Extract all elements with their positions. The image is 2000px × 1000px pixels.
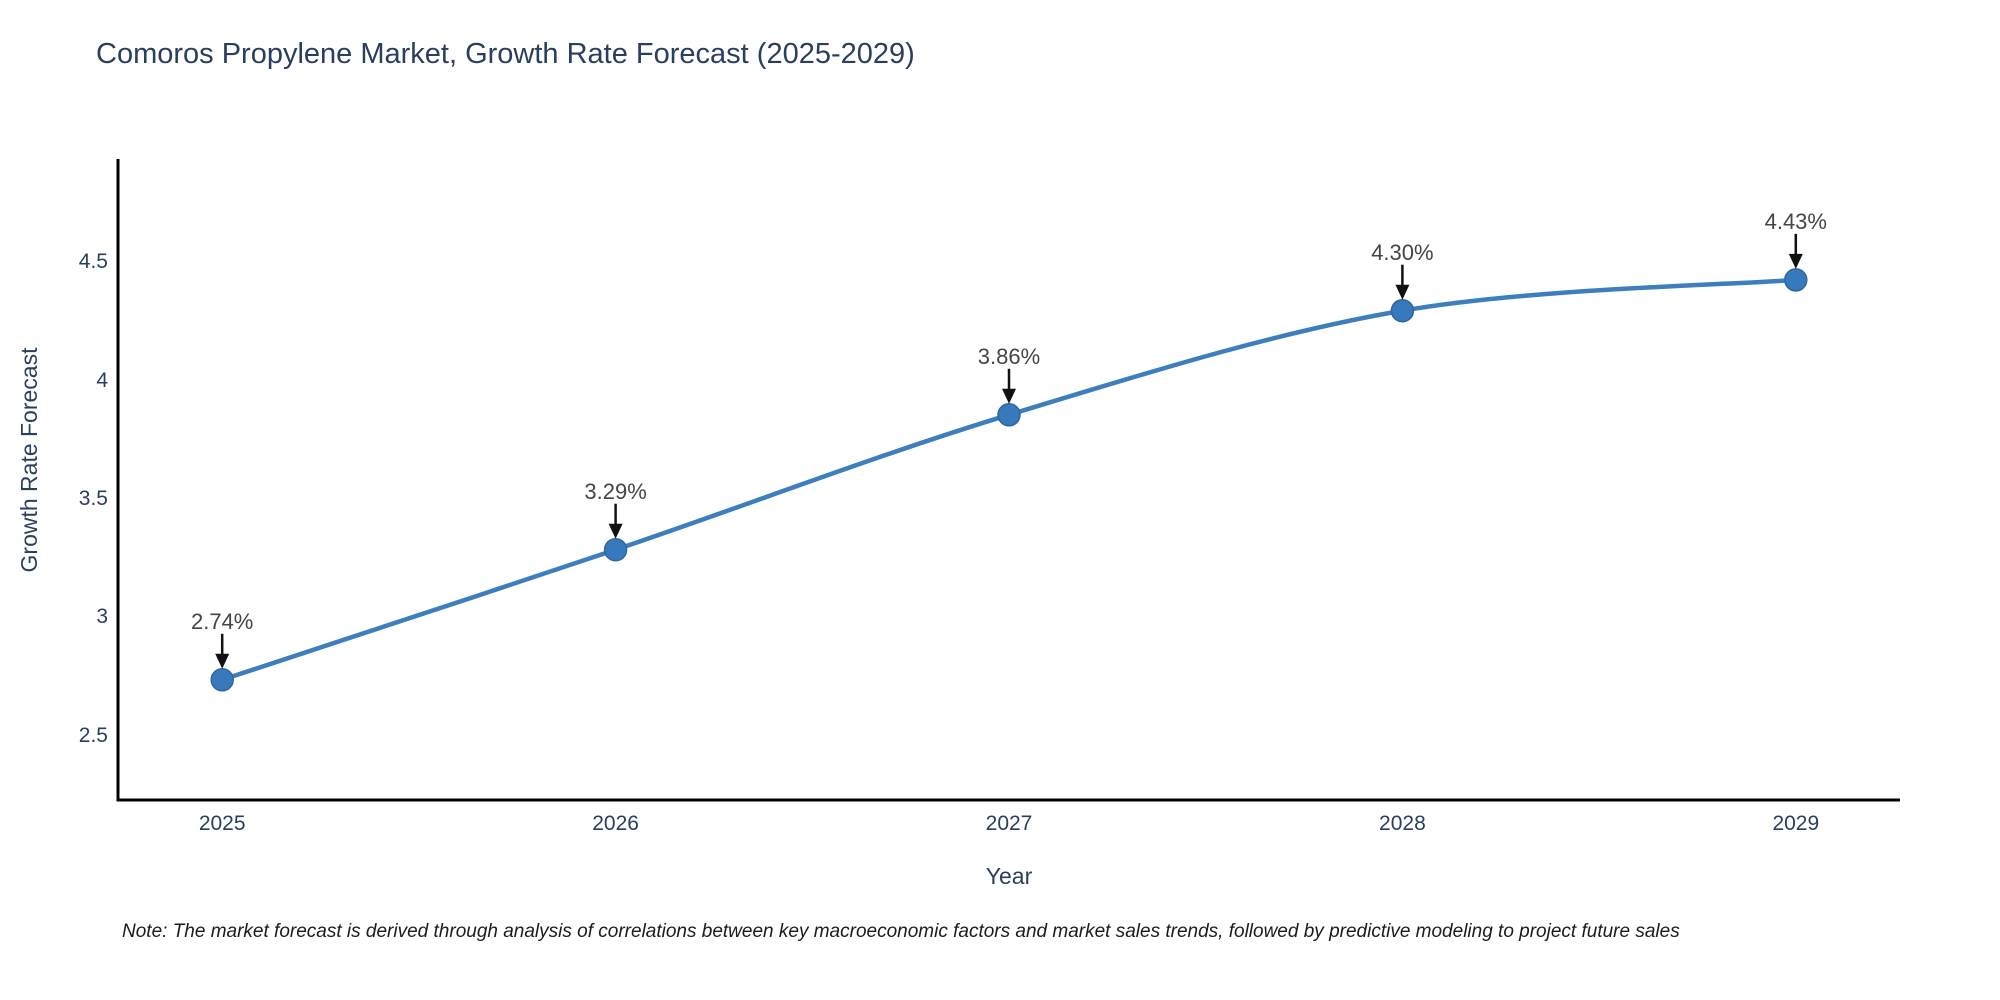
footnote: Note: The market forecast is derived thr…	[122, 921, 1680, 942]
data-point-marker	[997, 403, 1021, 427]
data-point-label: 4.43%	[1764, 208, 1827, 234]
x-tick-label: 2028	[1379, 812, 1426, 835]
annotation-arrowhead	[1002, 388, 1016, 404]
data-point-marker	[1390, 298, 1415, 323]
chart-title: Comoros Propylene Market, Growth Rate Fo…	[96, 38, 915, 70]
data-point-marker	[1784, 268, 1808, 292]
forecast-line	[221, 277, 1796, 682]
x-axis-title: Year	[985, 863, 1033, 889]
data-point-marker	[603, 537, 628, 562]
data-point-label: 2.74%	[190, 608, 254, 634]
data-point-label: 3.86%	[977, 343, 1041, 369]
y-tick-label: 2.5	[78, 723, 108, 747]
data-point-marker	[210, 668, 234, 692]
data-point-label: 4.30%	[1371, 239, 1434, 265]
annotation-arrowhead	[1395, 284, 1410, 300]
x-tick-label: 2025	[198, 812, 246, 835]
y-tick-label: 3.5	[78, 487, 108, 510]
y-tick-label: 3	[96, 605, 108, 629]
annotation-arrowhead	[608, 523, 623, 539]
annotation-arrowhead	[215, 653, 230, 669]
x-tick-label: 2029	[1772, 812, 1820, 835]
y-tick-label: 4	[96, 368, 108, 392]
x-tick-label: 2027	[985, 812, 1033, 835]
y-tick-label: 4.5	[78, 250, 108, 274]
x-tick-label: 2026	[592, 812, 639, 835]
data-point-label: 3.29%	[584, 478, 647, 504]
annotation-arrowhead	[1788, 253, 1803, 269]
